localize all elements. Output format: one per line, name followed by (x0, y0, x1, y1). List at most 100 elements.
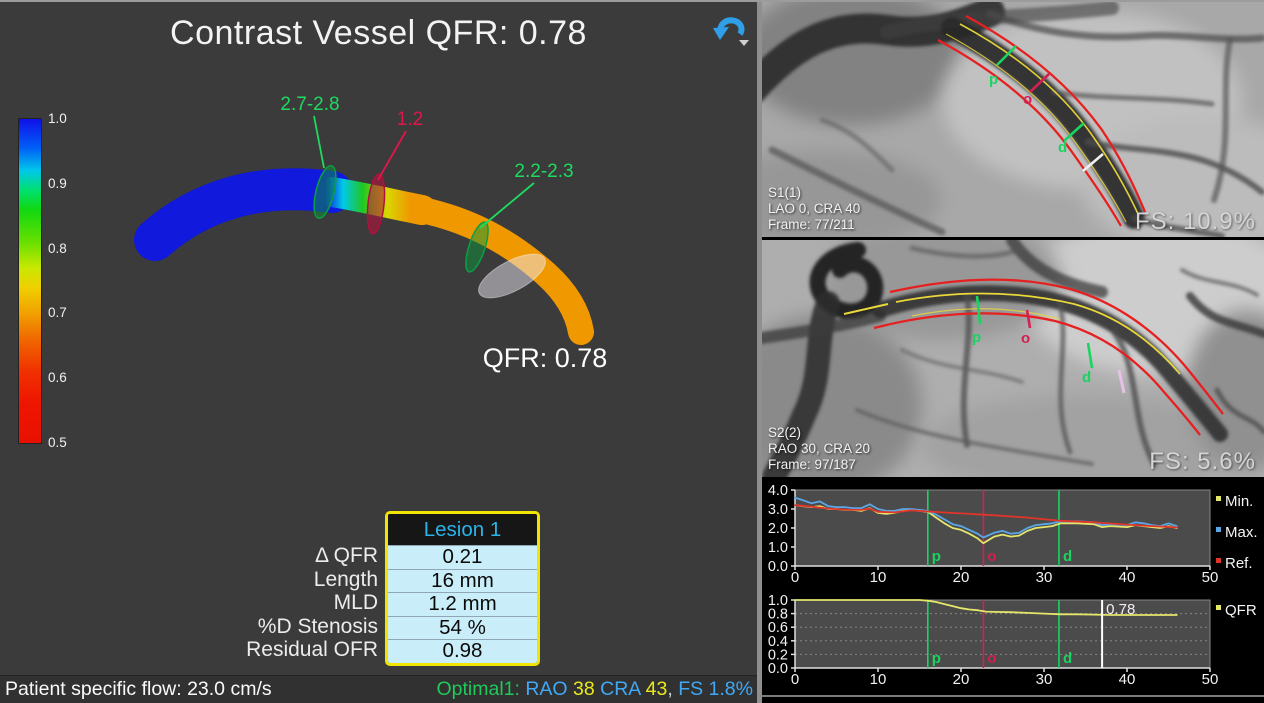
chart-x-tick-label: 30 (1036, 671, 1053, 688)
vessel-3d-view[interactable]: 2.7-2.8 1.2 2.2-2.3 (100, 82, 700, 402)
diameter-chart[interactable]: 4.0 3.0 2.0 1.0 0.00 10 20 30 40 50 p o d Min. Max. Ref… (762, 482, 1264, 588)
lesion-value-cell: 54 % (388, 615, 537, 640)
chart-x-tick-label: 20 (953, 671, 970, 688)
marker-leader-line (479, 182, 535, 229)
measure-label: Δ QFR (314, 544, 378, 567)
contrast-vessel-qfr-panel: Contrast Vessel QFR: 0.78 1.0 0.9 0.8 0.7 0.… (0, 2, 757, 703)
legend-swatch (1216, 496, 1221, 501)
chart-x-tick-label: 10 (870, 569, 887, 586)
chart-marker-label: d (1063, 548, 1072, 565)
angiogram-panel-s1[interactable]: p o d S1(1) LAO 0, CRA 40 Frame: 77/211 … (762, 0, 1264, 237)
colorbar-tick-label: 0.7 (48, 305, 67, 321)
chart-x-tick-label: 50 (1202, 671, 1219, 688)
legend-swatch (1216, 558, 1221, 563)
vessel-proximal-segment (134, 168, 353, 261)
marker-label-o: o (1023, 91, 1032, 108)
chart-x-tick-label: 20 (953, 569, 970, 586)
distal-diameter-label: 2.2-2.3 (514, 161, 573, 182)
legend-label: Max. (1225, 524, 1258, 541)
chart-y-tick-label: 4.0 (768, 483, 788, 499)
distal-reference-disc[interactable] (461, 220, 492, 274)
chart-x-tick-label: 50 (1202, 569, 1219, 586)
status-segment: FS 1.8% (678, 678, 753, 700)
chart-marker-label: p (932, 548, 941, 565)
proximal-tick (975, 295, 982, 325)
lesion-table-values: 0.21 16 mm 1.2 mm 54 % 0.98 (388, 545, 537, 663)
measure-label: MLD (333, 591, 378, 615)
status-segment: 43 (645, 678, 668, 700)
vessel-contour-line (965, 14, 1147, 213)
proximal-diameter-label: 2.7-2.8 (280, 94, 339, 115)
angiogram-panel-s2[interactable]: p o d S2(2) RAO 30, CRA 20 Frame: 97/187… (762, 240, 1264, 477)
status-segment: RAO (525, 678, 574, 700)
chart-x-tick-label: 40 (1119, 569, 1136, 586)
cursor-tick (1082, 153, 1104, 172)
chart-series-ref (794, 504, 1178, 529)
series-label: S1(1) (768, 185, 802, 200)
chart-x-tick-label: 40 (1119, 671, 1136, 688)
chart-y-tick-label: 1.0 (768, 593, 788, 609)
marker-label-d: d (1058, 139, 1067, 156)
vessel-contour-line (873, 312, 1201, 436)
angio1-info: S1(1) LAO 0, CRA 40 Frame: 77/211 (768, 185, 860, 233)
marker-label-o: o (1021, 330, 1030, 347)
angiogram-image-s2: p o d (762, 240, 1264, 477)
frame-label: Frame: 77/211 (768, 217, 855, 232)
projection-label: RAO 30, CRA 20 (768, 441, 871, 456)
status-bar: Patient specific flow: 23.0 cm/s Optimal… (0, 675, 757, 703)
lesion-table-header: Lesion 1 (388, 514, 537, 545)
lumen-line (959, 23, 1140, 217)
distal-tick (1086, 342, 1094, 369)
lumen-line (843, 303, 889, 315)
colorbar-tick-label: 0.9 (48, 175, 67, 191)
colorbar-tick-label: 1.0 (48, 111, 67, 126)
vessel-qfr-value: QFR: 0.78 (482, 343, 608, 373)
chart-cursor-value: 0.78 (1106, 601, 1135, 618)
chart-plot-area (794, 489, 1211, 567)
qfr-colorbar-ticks: 1.0 0.9 0.8 0.7 0.6 0.5 (48, 111, 82, 450)
legend-label: Ref. (1225, 555, 1253, 572)
mld-diameter-label: 1.2 (397, 109, 423, 130)
qfr-pullback-chart[interactable]: 1.00.80.60.40.20.00 10 20 30 40 50 p o d 0.78 QFR (762, 588, 1264, 703)
status-segment: Optimal1: (436, 678, 526, 700)
panel-divider (757, 0, 762, 703)
lesion-value-cell: 0.98 (388, 639, 537, 663)
patient-flow-text: Patient specific flow: 23.0 cm/s (5, 678, 272, 700)
lesion-table: Lesion 1 0.21 16 mm 1.2 mm 54 % 0.98 (385, 511, 540, 666)
marker-label-d: d (1082, 369, 1091, 386)
chart-y-tick-label: 3.0 (768, 502, 788, 518)
cursor-disc[interactable] (472, 245, 551, 306)
colorbar-tick-label: 0.6 (48, 370, 67, 386)
lesion-measure-labels: Δ QFR Length MLD %D Stenosis Residual OFR (110, 544, 378, 662)
chart-x-tick-label: 30 (1036, 569, 1053, 586)
proximal-reference-disc[interactable] (310, 164, 341, 221)
marker-leader-line (377, 130, 407, 181)
chart-x-tick-label: 0 (791, 671, 799, 688)
chart-y-tick-label: 2.0 (768, 521, 788, 537)
colorbar-tick-label: 0.8 (48, 240, 67, 256)
lumen-line (895, 292, 1181, 375)
chart-y-tick-label: 0.6 (768, 620, 788, 636)
page-title: Contrast Vessel QFR: 0.78 (170, 14, 587, 52)
mld-disc[interactable] (365, 173, 387, 235)
cursor-tick (1117, 369, 1126, 394)
window-bottom-border (762, 695, 1264, 697)
chart-y-tick-label: 0.4 (768, 634, 788, 650)
chart-x-tick-label: 10 (870, 671, 887, 688)
measure-label: Residual OFR (246, 638, 378, 662)
legend-label: Min. (1225, 493, 1253, 510)
chart-y-tick-label: 0.0 (768, 661, 788, 677)
lesion-value-cell: 16 mm (388, 568, 537, 593)
marker-label-p: p (989, 71, 998, 88)
projection-label: LAO 0, CRA 40 (768, 201, 861, 216)
legend-swatch (1216, 605, 1221, 610)
marker-label-p: p (972, 329, 981, 346)
chart-y-tick-label: 1.0 (768, 540, 788, 556)
angio2-info: S2(2) RAO 30, CRA 20 Frame: 97/187 (768, 425, 870, 473)
rotate-back-button[interactable] (710, 8, 752, 54)
frame-label: Frame: 97/187 (768, 457, 856, 472)
chart-marker-label: o (987, 650, 996, 667)
foreshortening-value: FS: 10.9% (1134, 208, 1256, 235)
lumen-line (911, 308, 1061, 320)
chart-marker-label: d (1063, 650, 1072, 667)
